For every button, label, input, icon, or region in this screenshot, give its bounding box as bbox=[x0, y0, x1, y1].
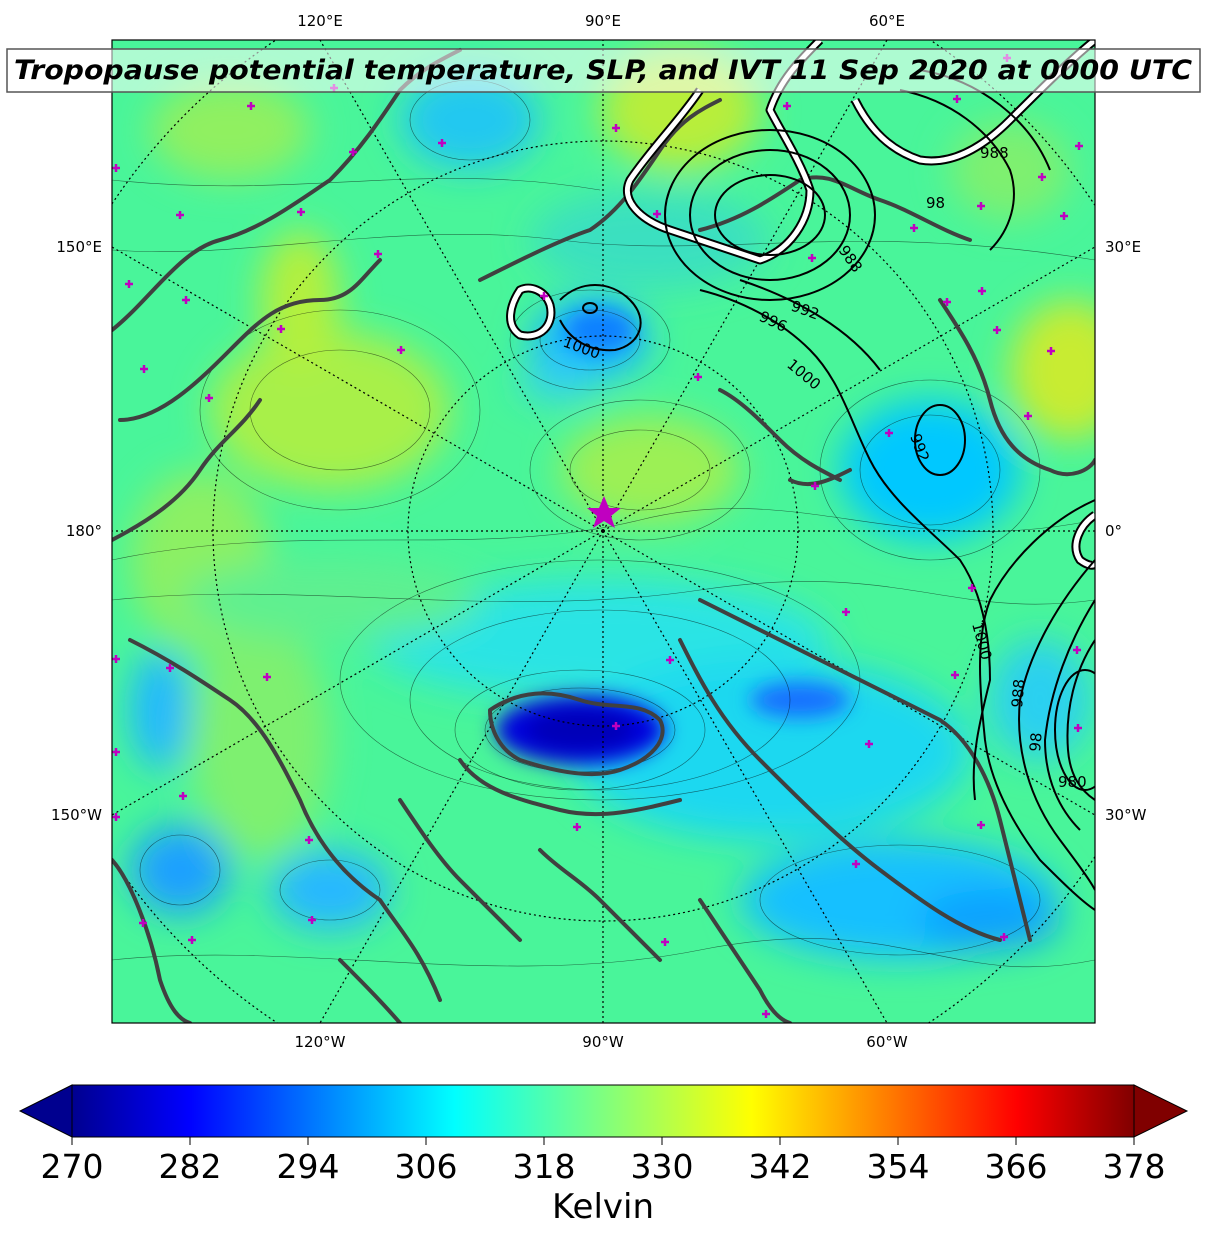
lon-label-left: 180° bbox=[66, 522, 102, 540]
colorbar-ticks: 270 282 294 306 318 330 342 354 366 378 bbox=[41, 1137, 1166, 1186]
pole-star-marker bbox=[587, 496, 621, 528]
map-title: Tropopause potential temperature, SLP, a… bbox=[14, 55, 1192, 86]
colorbar-tick-label: 270 bbox=[41, 1147, 104, 1186]
title-box: Tropopause potential temperature, SLP, a… bbox=[6, 48, 1201, 93]
colorbar-tick-label: 294 bbox=[277, 1147, 340, 1186]
slp-label: 988 bbox=[980, 144, 1009, 162]
longitude-labels: 120°E 90°E 60°E 120°W 90°W 60°W 150°E 18… bbox=[51, 12, 1147, 1051]
colorbar-tick-label: 318 bbox=[513, 1147, 576, 1186]
colorbar-tick-label: 354 bbox=[867, 1147, 930, 1186]
colorbar-tick-label: 282 bbox=[159, 1147, 222, 1186]
lon-label-left: 150°W bbox=[51, 806, 102, 824]
slp-contours bbox=[559, 69, 1095, 911]
theta-field bbox=[112, 40, 1095, 1023]
station-markers bbox=[112, 54, 1083, 1018]
lon-label-right: 0° bbox=[1105, 522, 1122, 540]
lon-label-bottom: 60°W bbox=[866, 1033, 908, 1051]
lon-label-right: 30°W bbox=[1105, 806, 1147, 824]
lon-label-top: 120°E bbox=[297, 12, 343, 30]
slp-label: 98 bbox=[926, 194, 945, 212]
lon-label-right: 30°E bbox=[1105, 238, 1141, 256]
colorbar-tick-label: 330 bbox=[631, 1147, 694, 1186]
lon-label-left: 150°E bbox=[56, 238, 102, 256]
slp-label: 98 bbox=[1026, 732, 1046, 753]
coastlines bbox=[112, 48, 1095, 1023]
colorbar-unit-label: Kelvin bbox=[552, 1187, 654, 1227]
map-frame bbox=[111, 39, 1096, 1024]
colorbar-max-extend bbox=[1133, 1084, 1189, 1138]
slp-label: 980 bbox=[1058, 773, 1087, 791]
lon-label-top: 90°E bbox=[585, 12, 621, 30]
colorbar-bar bbox=[71, 1084, 1135, 1138]
map-panel: 988 98 988 992 996 1000 1000 992 1000 98… bbox=[111, 39, 1096, 1024]
slp-label: 988 bbox=[1008, 678, 1028, 708]
colorbar-min-extend bbox=[18, 1084, 73, 1138]
colorbar-tick-label: 306 bbox=[395, 1147, 458, 1186]
colorbar-tick-label: 378 bbox=[1103, 1147, 1166, 1186]
lon-label-bottom: 90°W bbox=[582, 1033, 624, 1051]
lon-label-bottom: 120°W bbox=[295, 1033, 346, 1051]
colorbar: 270 282 294 306 318 330 342 354 366 378 … bbox=[18, 1084, 1189, 1227]
lon-label-top: 60°E bbox=[869, 12, 905, 30]
colorbar-tick-label: 342 bbox=[749, 1147, 812, 1186]
colorbar-tick-label: 366 bbox=[985, 1147, 1048, 1186]
